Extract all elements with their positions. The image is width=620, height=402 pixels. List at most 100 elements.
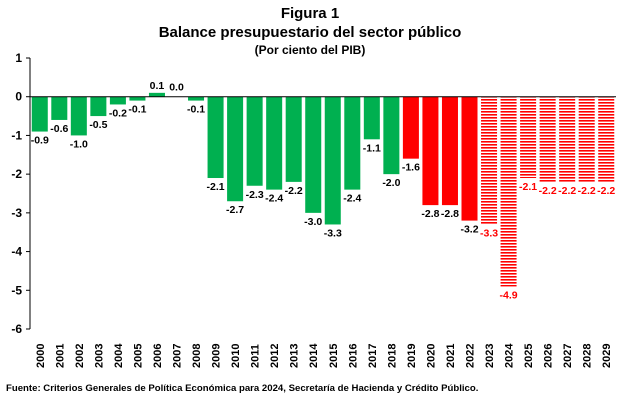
x-tick-label: 2015 — [328, 344, 340, 368]
x-tick-label: 2016 — [347, 344, 359, 368]
x-tick-label: 2027 — [562, 344, 574, 368]
bar-2003 — [90, 96, 107, 117]
bar-2027 — [559, 96, 576, 182]
y-tick-label: -2 — [11, 167, 22, 181]
x-tick-label: 2022 — [465, 344, 477, 368]
x-tick-label: 2020 — [425, 344, 437, 368]
x-tick-label: 2008 — [191, 344, 203, 368]
x-tick-label: 2021 — [445, 344, 457, 368]
y-tick-label: -3 — [11, 206, 22, 220]
chart-unit-note: (Por ciento del PIB) — [254, 43, 366, 57]
y-tick-label: 1 — [15, 51, 22, 65]
data-label-2011: -2.3 — [246, 189, 264, 201]
bar-2011 — [246, 96, 263, 186]
data-label-2020: -2.8 — [421, 208, 439, 220]
bar-2017 — [363, 96, 380, 140]
x-tick-label: 2017 — [367, 344, 379, 368]
x-tick-label: 2007 — [172, 344, 184, 368]
data-label-2000: -0.9 — [31, 135, 49, 147]
data-label-2028: -2.2 — [578, 185, 596, 197]
bar-2019 — [402, 96, 419, 159]
x-tick-label: 2004 — [113, 343, 125, 368]
bar-2009 — [207, 96, 224, 179]
data-label-2023: -3.3 — [480, 227, 498, 239]
bar-2004 — [109, 96, 126, 105]
data-label-2004: -0.2 — [109, 107, 127, 119]
y-tick-label: 0 — [15, 90, 22, 104]
data-label-2008: -0.1 — [187, 104, 205, 116]
data-label-2013: -2.2 — [285, 185, 303, 197]
source-note: Fuente: Criterios Generales de Política … — [6, 383, 479, 394]
x-tick-label: 2009 — [211, 344, 223, 368]
chart-title: Balance presupuestario del sector públic… — [158, 24, 462, 41]
bar-2005 — [129, 96, 146, 101]
y-tick-label: -6 — [11, 322, 22, 336]
data-label-2009: -2.1 — [207, 181, 225, 193]
bar-2008 — [188, 96, 205, 101]
bar-2016 — [344, 96, 361, 190]
bar-2024 — [500, 96, 517, 287]
data-label-2019: -1.6 — [402, 162, 420, 174]
x-tick-label: 2025 — [523, 344, 535, 368]
bar-2001 — [51, 96, 68, 120]
data-label-2025: -2.1 — [519, 181, 537, 193]
data-label-2012: -2.4 — [265, 193, 283, 205]
y-axis: 1 0 -1 -2 -3 -4 -5 -6 — [11, 51, 31, 336]
data-label-2003: -0.5 — [89, 119, 107, 131]
x-tick-label: 2001 — [54, 344, 66, 368]
data-label-2027: -2.2 — [558, 185, 576, 197]
data-label-2006: 0.1 — [150, 80, 165, 92]
x-tick-label: 2003 — [93, 344, 105, 368]
x-tick-label: 2006 — [152, 344, 164, 368]
bar-2029 — [598, 96, 615, 182]
x-tick-label: 2026 — [543, 344, 555, 368]
bar-2000 — [31, 96, 48, 132]
x-tick-label: 2000 — [35, 344, 47, 368]
data-label-2010: -2.7 — [226, 204, 244, 216]
bar-2021 — [441, 96, 458, 206]
x-tick-label: 2002 — [74, 344, 86, 368]
y-tick-label: -4 — [11, 245, 22, 259]
x-tick-label: 2014 — [308, 343, 320, 368]
bar-2006 — [148, 92, 165, 97]
data-label-2014: -3.0 — [304, 216, 322, 228]
bar-2023 — [481, 96, 498, 225]
y-tick-label: -5 — [11, 283, 22, 297]
x-tick-label: 2012 — [269, 344, 281, 368]
x-tick-label: 2019 — [406, 344, 418, 368]
bar-2013 — [285, 96, 302, 182]
data-label-2015: -3.3 — [324, 227, 342, 239]
data-labels: -0.9-0.6-1.0-0.5-0.2 -0.10.1 0.0-0.1-2.1-2… — [31, 80, 616, 302]
bar-2022 — [461, 96, 478, 221]
x-tick-label: 2023 — [484, 344, 496, 368]
data-label-2022: -3.2 — [460, 224, 478, 236]
x-tick-label: 2011 — [250, 344, 262, 368]
bar-2020 — [422, 96, 439, 206]
x-tick-label: 2010 — [230, 344, 242, 368]
bar-2028 — [578, 96, 595, 182]
data-label-2024: -4.9 — [500, 289, 518, 301]
x-axis: 2000 2001 2002 2003 2004 2005 2006 2007 2008 2009… — [30, 96, 616, 368]
bar-2010 — [227, 96, 244, 202]
data-label-2026: -2.2 — [539, 185, 557, 197]
x-tick-label: 2024 — [504, 343, 516, 368]
bar-2015 — [324, 96, 341, 225]
data-label-2005: -0.1 — [128, 104, 146, 116]
data-label-2018: -2.0 — [382, 177, 400, 189]
y-tick-label: -1 — [11, 128, 22, 142]
bar-2002 — [70, 96, 87, 136]
bars — [31, 92, 615, 287]
x-tick-label: 2013 — [289, 344, 301, 368]
title-block: Figura 1 Balance presupuestario del sect… — [0, 4, 620, 58]
x-tick-label: 2018 — [386, 344, 398, 368]
data-label-2017: -1.1 — [363, 142, 381, 154]
data-label-2002: -1.0 — [70, 138, 88, 150]
bar-2012 — [266, 96, 283, 190]
data-label-2001: -0.6 — [50, 123, 68, 135]
bar-2026 — [539, 96, 556, 182]
data-label-2021: -2.8 — [441, 208, 459, 220]
data-label-2016: -2.4 — [343, 193, 361, 205]
bar-2025 — [520, 96, 537, 179]
